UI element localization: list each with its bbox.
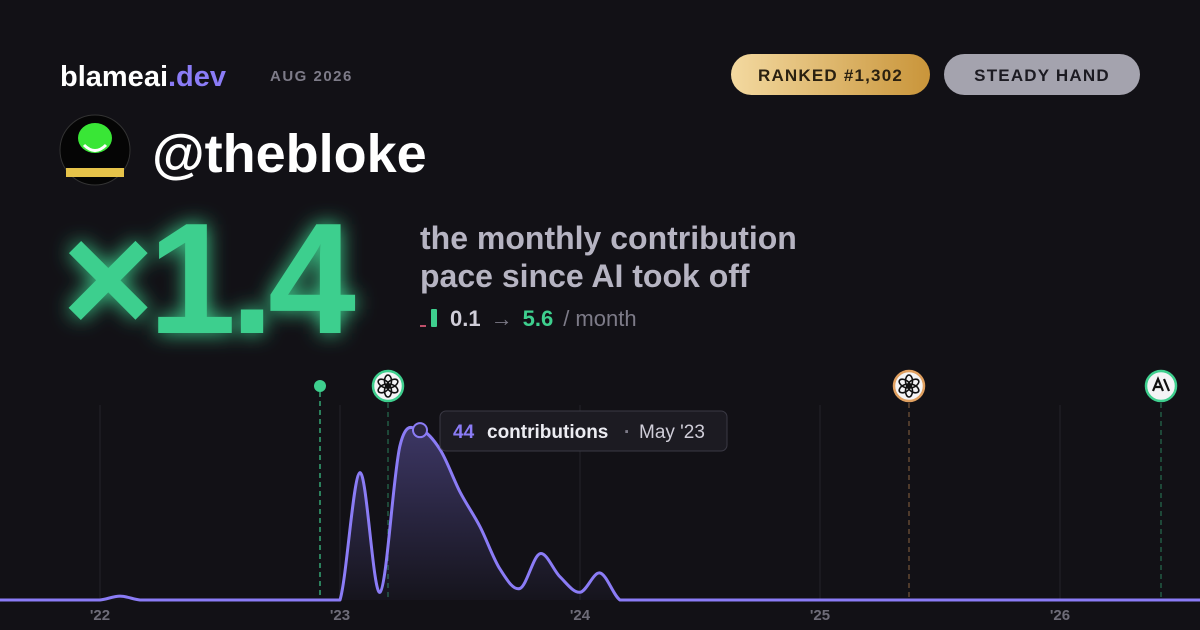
x-tick-label: '26	[1050, 607, 1070, 624]
x-tick-label: '24	[570, 607, 591, 624]
style-badge	[944, 54, 1140, 95]
mini-bar	[431, 309, 437, 327]
mini-bar	[420, 325, 426, 327]
x-tick-label: '25	[810, 607, 830, 624]
line	[0, 426, 1200, 602]
tooltip: 44 contributions · May '23	[439, 410, 728, 452]
plot: '22 '23 '24 '25 '26	[0, 392, 1200, 624]
style-text: STEADY HAND	[974, 66, 1110, 85]
event-icons	[314, 369, 1178, 403]
rank-text: RANKED #1,302	[758, 66, 903, 85]
x-tick-label: '22	[90, 607, 110, 624]
multiplier: ×1.4	[62, 191, 356, 367]
rank-badge	[731, 54, 930, 95]
subtitle-1: the monthly contribution	[420, 220, 797, 256]
tooltip-box	[439, 410, 728, 452]
logo	[1151, 376, 1171, 392]
date: AUG 2026	[270, 68, 353, 85]
username: @thebloke	[152, 124, 427, 184]
event-dot	[314, 380, 326, 392]
x-tick-label: '23	[330, 607, 350, 624]
pace: 0.1 → 5.6/ month	[450, 306, 637, 331]
logo	[898, 378, 911, 389]
tooltip-text: 44 contributions · May '23	[453, 422, 705, 443]
subtitle-2: pace since AI took off	[420, 258, 750, 294]
avatar	[59, 114, 131, 186]
logo	[377, 378, 390, 389]
highlight-point	[412, 422, 428, 439]
brand: blameai.dev	[60, 61, 226, 93]
